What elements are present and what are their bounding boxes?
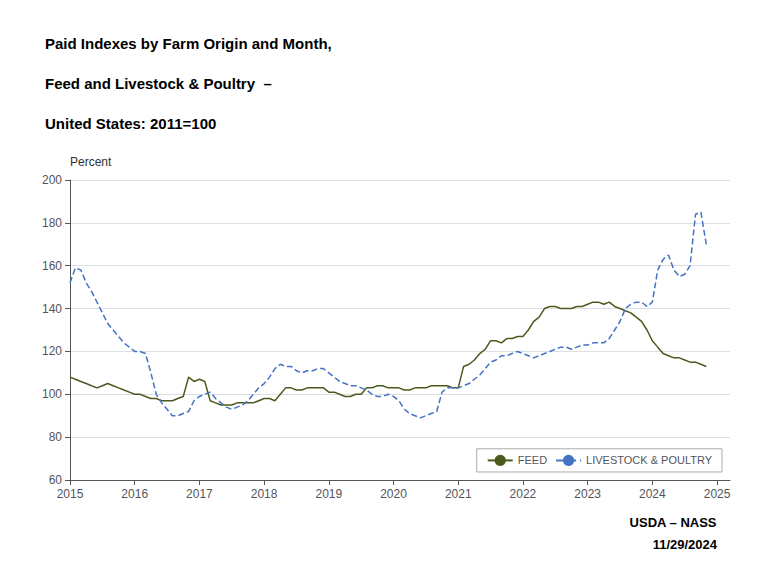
svg-text:2022: 2022: [510, 487, 537, 501]
svg-text:2018: 2018: [251, 487, 278, 501]
svg-text:180: 180: [42, 216, 62, 230]
svg-text:160: 160: [42, 259, 62, 273]
svg-text:2016: 2016: [121, 487, 148, 501]
svg-text:2024: 2024: [639, 487, 666, 501]
svg-text:Feed and Livestock & Poultry: Feed and Livestock & Poultry –: [45, 75, 272, 92]
svg-text:2017: 2017: [186, 487, 213, 501]
svg-text:80: 80: [49, 430, 63, 444]
svg-text:2020: 2020: [380, 487, 407, 501]
svg-text:FEED: FEED: [518, 454, 547, 466]
svg-text:Paid Indexes by Farm Origin an: Paid Indexes by Farm Origin and Month,: [45, 35, 332, 52]
svg-text:60: 60: [49, 473, 63, 487]
svg-text:Percent: Percent: [70, 155, 112, 169]
svg-text:100: 100: [42, 387, 62, 401]
svg-text:2025: 2025: [704, 487, 731, 501]
svg-text:11/29/2024: 11/29/2024: [653, 537, 718, 552]
svg-text:2023: 2023: [574, 487, 601, 501]
svg-text:LIVESTOCK & POULTRY: LIVESTOCK & POULTRY: [586, 454, 713, 466]
svg-text:2021: 2021: [445, 487, 472, 501]
svg-text:140: 140: [42, 302, 62, 316]
svg-text:2019: 2019: [315, 487, 342, 501]
svg-text:2015: 2015: [57, 487, 84, 501]
svg-text:United States: 2011=100: United States: 2011=100: [45, 115, 216, 132]
svg-text:120: 120: [42, 344, 62, 358]
svg-text:200: 200: [42, 173, 62, 187]
svg-text:USDA – NASS: USDA – NASS: [630, 515, 717, 530]
